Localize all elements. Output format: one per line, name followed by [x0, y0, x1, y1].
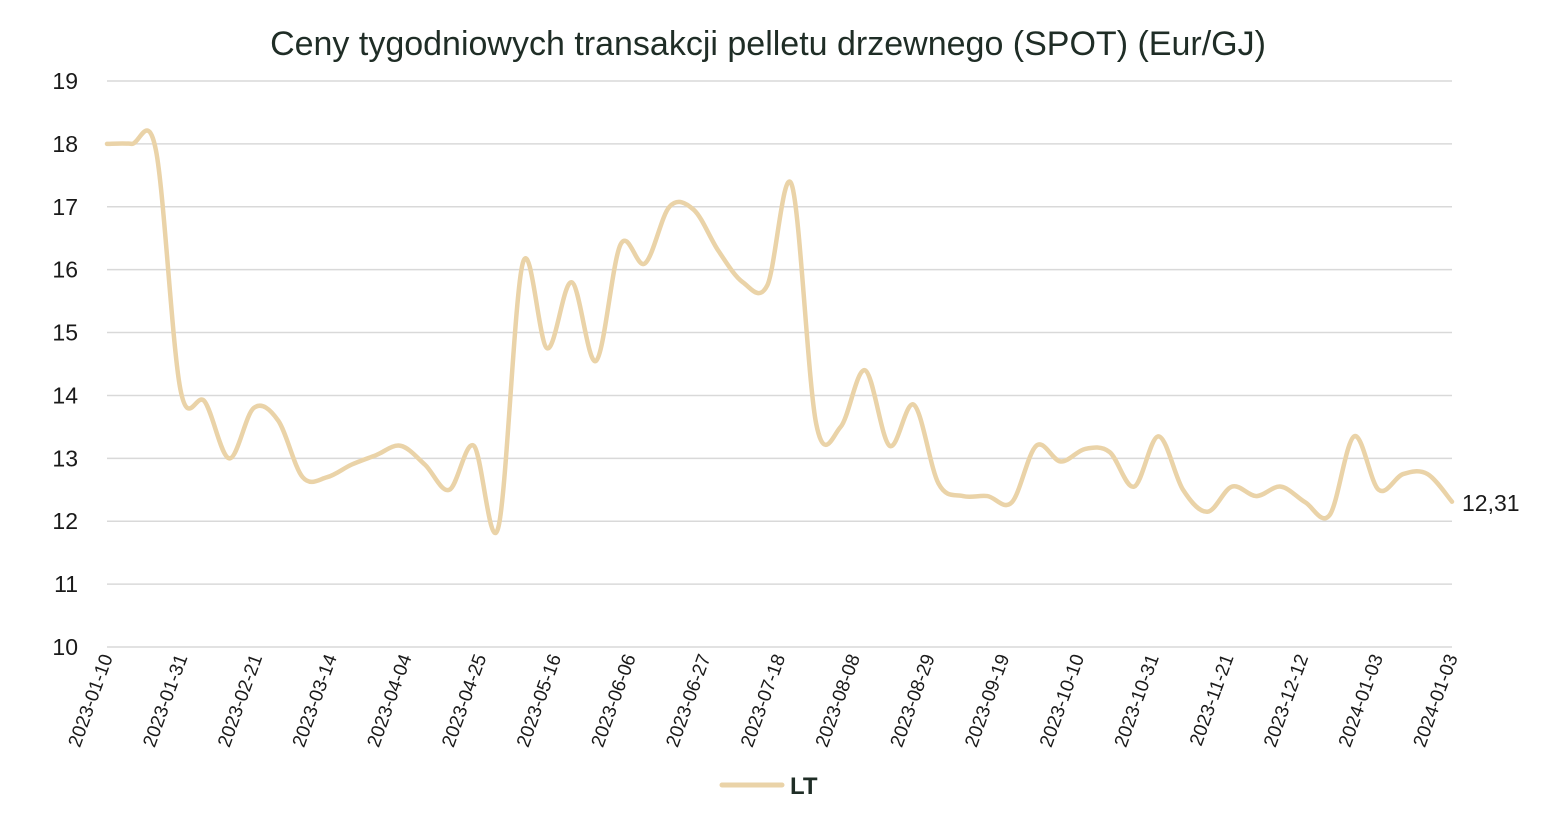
x-tick-label: 2023-09-19: [961, 652, 1014, 751]
x-tick-label: 2023-10-10: [1036, 652, 1089, 751]
legend-label-lt: LT: [790, 773, 818, 800]
x-tick-label: 2023-04-25: [438, 652, 491, 751]
chart-title: Ceny tygodniowych transakcji pelletu drz…: [270, 25, 1266, 63]
y-tick-label: 13: [52, 445, 78, 471]
x-tick-label: 2023-11-21: [1186, 652, 1238, 749]
x-tick-label: 2023-08-08: [812, 652, 865, 751]
x-tick-label: 2023-01-31: [139, 652, 192, 751]
last-value-label: 12,31: [1462, 490, 1520, 516]
y-tick-label: 16: [52, 257, 78, 283]
y-tick-label: 15: [52, 320, 78, 346]
y-axis-ticks: 10 11 12 13 14 15 16 17 18 19: [52, 68, 78, 660]
x-tick-label: 2024-01-03: [1410, 652, 1463, 751]
legend: LT: [719, 773, 818, 800]
gridlines: [107, 80, 1452, 648]
series-lines: [104, 128, 1455, 535]
x-tick-label: 2023-02-21: [214, 652, 267, 751]
x-tick-label: 2023-05-16: [513, 652, 566, 751]
x-tick-label: 2023-06-27: [662, 652, 715, 751]
y-tick-label: 17: [52, 194, 78, 220]
x-tick-label: 2024-01-03: [1335, 652, 1388, 751]
x-axis-ticks: 2023-01-10 2023-01-31 2023-02-21 2023-03-14…: [65, 651, 1463, 750]
y-tick-label: 19: [52, 68, 78, 94]
y-tick-label: 14: [52, 382, 78, 408]
y-tick-label: 18: [52, 131, 78, 157]
x-tick-label: 2023-04-04: [364, 651, 417, 750]
x-tick-label: 2023-03-14: [289, 651, 342, 750]
x-tick-label: 2023-10-31: [1111, 652, 1164, 751]
x-tick-label: 2023-01-10: [65, 652, 118, 751]
y-tick-label: 12: [52, 508, 78, 534]
x-tick-label: 2023-06-06: [588, 652, 641, 751]
y-tick-label: 11: [54, 571, 78, 597]
x-tick-label: 2023-08-29: [887, 652, 940, 751]
series-line-lt: [104, 128, 1455, 535]
x-tick-label: 2023-12-12: [1260, 652, 1313, 751]
y-tick-label: 10: [52, 634, 78, 660]
x-tick-label: 2023-07-18: [737, 652, 790, 751]
